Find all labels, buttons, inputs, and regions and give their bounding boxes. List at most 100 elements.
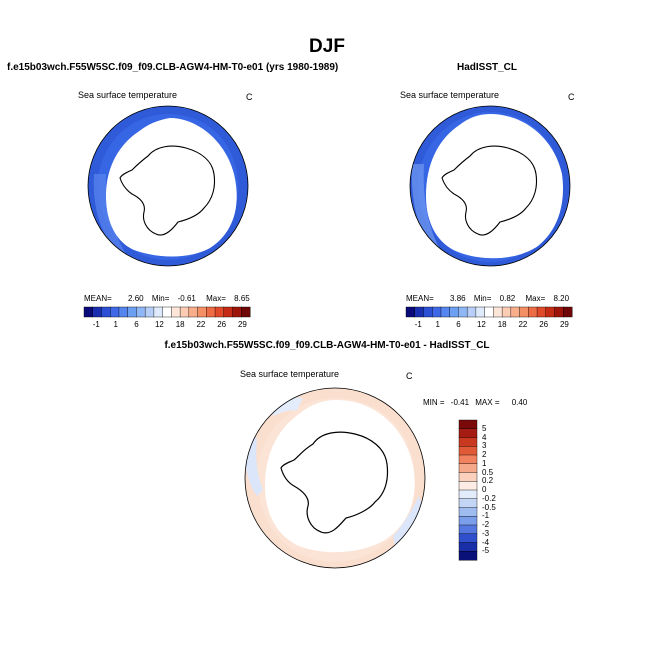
diff-colorbar-swatch [458, 419, 478, 430]
right-colorbar-swatch [414, 306, 424, 318]
right-colorbar-swatch [432, 306, 442, 318]
right-max-value: 8.20 [553, 294, 570, 303]
left-colorbar-tick-label: 26 [217, 320, 227, 329]
left-colorbar-swatch [232, 306, 242, 318]
right-colorbar-swatch [554, 306, 564, 318]
right-colorbar-swatch [510, 306, 521, 318]
left-colorbar-swatch [101, 306, 111, 318]
left-colorbar-swatch [214, 306, 225, 318]
diff-colorbar-tick-label: 0.2 [482, 476, 494, 486]
left-ice-region [106, 118, 237, 257]
diff-minmax-line: MIN = -0.41 MAX = 0.40 [423, 398, 527, 407]
diff-units-label: C [406, 371, 413, 381]
left-case-title: f.e15b03wch.F55W5SC.f09_f09.CLB-AGW4-HM-… [7, 62, 339, 73]
left-map-border [87, 105, 249, 267]
left-colorbar-labels: -1 1 6 12 18 22 26 29 [84, 320, 250, 330]
left-warm-sector [93, 174, 126, 254]
left-colorbar-tick-label: -1 [92, 320, 100, 329]
diff-colorbar-tick-label: 1 [482, 458, 487, 468]
left-colorbar-swatch [153, 306, 164, 318]
diff-map-border [244, 387, 426, 569]
left-stats-line: MEAN= 2.60 Min= -0.61 Max= 8.65 [84, 294, 252, 303]
diff-colorbar-tick-label: -5 [482, 546, 490, 556]
left-colorbar-swatch [188, 306, 199, 318]
left-colorbar-tick-label: 12 [154, 320, 164, 329]
diff-colorbar-tick-label: -3 [482, 528, 490, 538]
right-units-label: C [568, 92, 575, 102]
left-colorbar-tick-label: 18 [175, 320, 185, 329]
right-colorbar-swatch [501, 306, 512, 318]
right-colorbar-swatch [423, 306, 433, 318]
left-min-value: -0.61 [177, 294, 196, 303]
diff-colorbar-swatch [458, 489, 478, 500]
right-max-label: Max= [525, 294, 546, 303]
left-colorbar-swatch [110, 306, 120, 318]
right-antarctica-outline [441, 145, 538, 236]
right-colorbar-tick-label: 12 [476, 320, 486, 329]
diff-case-title: f.e15b03wch.F55W5SC.f09_f09.CLB-AGW4-HM-… [164, 340, 490, 351]
right-colorbar-tick-label: -1 [414, 320, 422, 329]
diff-colorbar-swatch [458, 437, 478, 447]
left-mean-value: 2.60 [128, 294, 144, 303]
right-colorbar [405, 306, 573, 324]
left-colorbar-tick-label: 1 [113, 320, 118, 329]
left-colorbar-tick-label: 6 [134, 320, 139, 329]
right-colorbar-swatch [475, 306, 486, 318]
diff-max-label: MAX = [475, 398, 500, 407]
left-variable-label: Sea surface temperature [78, 90, 178, 100]
right-ice-region [426, 114, 563, 259]
diff-colorbar-swatch [458, 446, 478, 456]
left-colorbar-swatch [118, 306, 129, 318]
left-mean-label: MEAN= [84, 294, 112, 303]
right-colorbar-swatch [493, 306, 503, 318]
right-variable-label: Sea surface temperature [400, 90, 500, 100]
left-colorbar-swatch [162, 306, 172, 318]
right-min-value: 0.82 [499, 294, 516, 303]
diff-min-value: -0.41 [450, 398, 470, 407]
diff-colorbar-swatch [458, 498, 478, 509]
right-colorbar-swatch [536, 306, 547, 318]
right-map-border [409, 105, 571, 267]
left-colorbar-swatch [206, 306, 216, 318]
right-colorbar-tick-label: 26 [539, 320, 549, 329]
right-case-title: HadISST_CL [457, 62, 518, 73]
diff-colorbar-swatch [458, 463, 478, 474]
diff-variable-label: Sea surface temperature [240, 369, 340, 379]
left-colorbar-swatch [241, 306, 251, 318]
diff-colorbar-tick-label: 4 [482, 432, 487, 442]
left-colorbar-swatch [136, 306, 146, 318]
diff-colorbar-tick-label: 5 [482, 423, 487, 433]
diff-colorbar-tick-label: 0.5 [482, 467, 494, 477]
diff-cool-anomaly-east [393, 496, 423, 546]
right-colorbar-swatch [440, 306, 451, 318]
right-stats-line: MEAN= 3.86 Min= 0.82 Max= 8.20 [406, 294, 574, 303]
diff-colorbar-tick-label: -0.2 [482, 493, 496, 503]
diff-max-value: 0.40 [511, 398, 528, 407]
left-units-label: C [246, 92, 253, 102]
left-colorbar-swatch [127, 306, 137, 318]
right-polar-map [409, 105, 571, 267]
left-colorbar [83, 306, 251, 324]
diff-colorbar-swatch [458, 542, 478, 552]
diff-ice-region [265, 400, 415, 553]
left-colorbar-swatch [179, 306, 190, 318]
right-colorbar-tick-label: 22 [518, 320, 528, 329]
diff-colorbar-tick-label: -0.5 [482, 502, 496, 512]
right-colorbar-swatch [458, 306, 468, 318]
left-polar-map [87, 105, 249, 267]
right-colorbar-swatch [563, 306, 573, 318]
right-colorbar-labels: -1 1 6 12 18 22 26 29 [406, 320, 572, 330]
left-min-label: Min= [151, 294, 170, 303]
right-warm-sector [411, 164, 444, 256]
diff-polar-map [244, 387, 426, 569]
diff-colorbar-swatch [458, 516, 478, 526]
right-colorbar-swatch [528, 306, 538, 318]
right-colorbar-swatch [449, 306, 459, 318]
diff-min-label: MIN = [423, 398, 445, 407]
left-colorbar-swatch [83, 306, 94, 318]
left-max-value: 8.65 [234, 294, 250, 303]
diff-colorbar-labels: 5 4 3 2 1 0.5 0.2 0 -0.2 -0.5 -1 -2 -3 -4 -5 [482, 420, 522, 560]
left-antarctica-outline [119, 145, 216, 236]
diff-colorbar-tick-label: -2 [482, 520, 490, 529]
left-colorbar-swatch [223, 306, 234, 318]
